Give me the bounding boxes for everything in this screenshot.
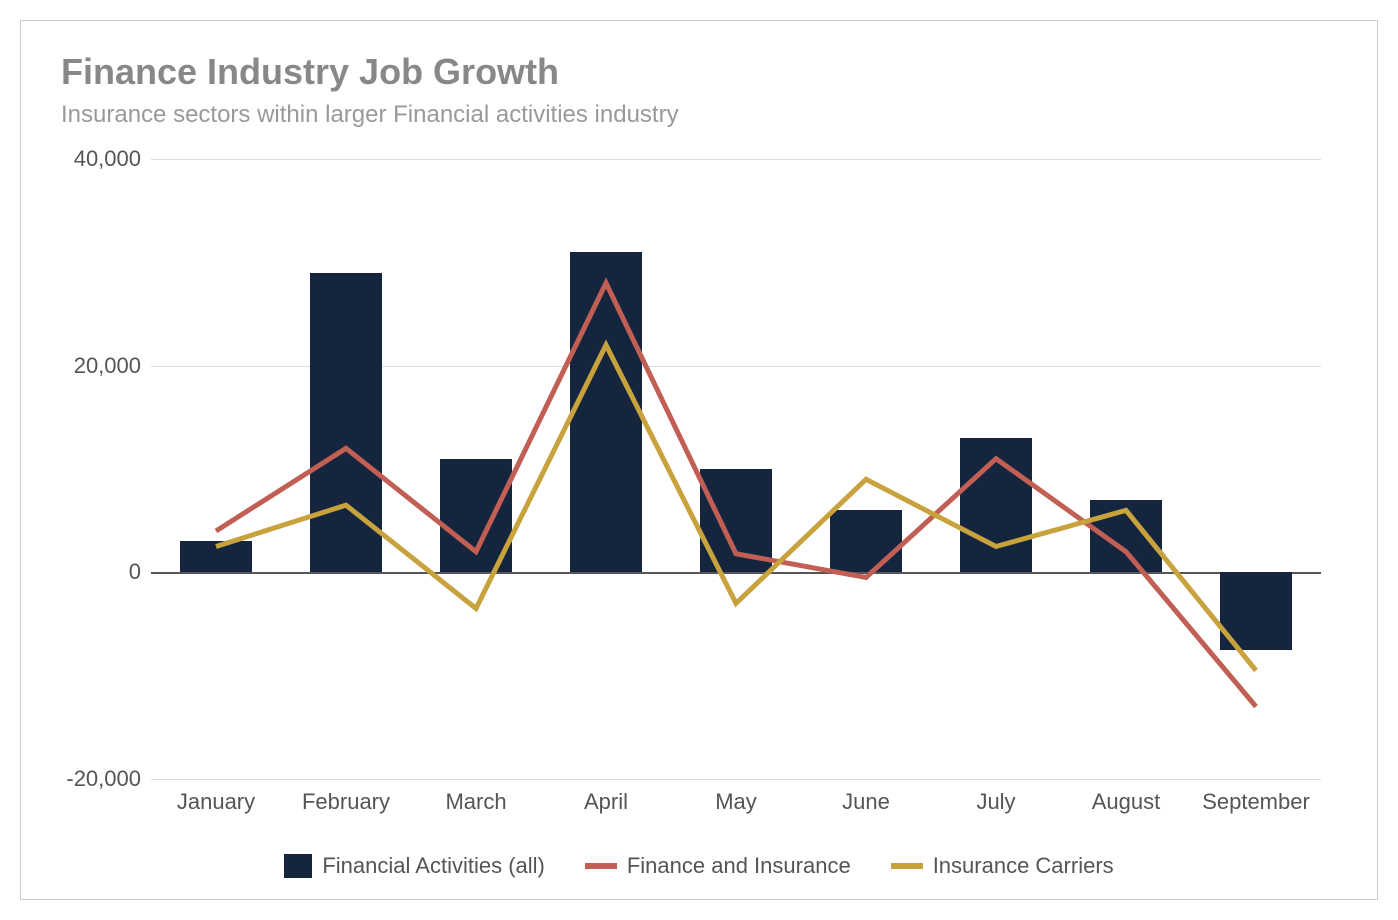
series-line: [216, 283, 1256, 707]
legend-item: Financial Activities (all): [284, 853, 545, 879]
lines-container: [151, 159, 1321, 779]
legend-swatch-line-icon: [585, 863, 617, 869]
chart-title: Finance Industry Job Growth: [61, 51, 1337, 93]
y-axis-label: 0: [51, 559, 141, 585]
lines-layer: [151, 159, 1321, 779]
legend-label: Financial Activities (all): [322, 853, 545, 879]
x-axis-label: May: [715, 789, 757, 815]
legend-label: Insurance Carriers: [933, 853, 1114, 879]
legend: Financial Activities (all) Finance and In…: [21, 853, 1377, 879]
chart-subtitle: Insurance sectors within larger Financia…: [61, 101, 1337, 129]
legend-item: Finance and Insurance: [585, 853, 851, 879]
x-axis-label: March: [445, 789, 506, 815]
x-axis-label: July: [976, 789, 1015, 815]
x-axis-label: February: [302, 789, 390, 815]
legend-swatch-bar-icon: [284, 854, 312, 878]
legend-label: Finance and Insurance: [627, 853, 851, 879]
chart-container: Finance Industry Job Growth Insurance se…: [20, 20, 1378, 900]
series-line: [216, 345, 1256, 671]
legend-item: Insurance Carriers: [891, 853, 1114, 879]
y-axis-label: -20,000: [51, 766, 141, 792]
x-axis-label: August: [1092, 789, 1161, 815]
y-axis-label: 20,000: [51, 353, 141, 379]
x-axis-label: September: [1202, 789, 1310, 815]
gridline: [151, 779, 1321, 780]
y-axis-label: 40,000: [51, 146, 141, 172]
legend-swatch-line-icon: [891, 863, 923, 869]
x-axis-labels: January February March April May June July Augu…: [151, 789, 1321, 819]
x-axis-label: June: [842, 789, 890, 815]
x-axis-label: April: [584, 789, 628, 815]
x-axis-label: January: [177, 789, 255, 815]
plot-area: -20,000020,00040,000JanuaryFebruaryMarch…: [61, 159, 1321, 779]
